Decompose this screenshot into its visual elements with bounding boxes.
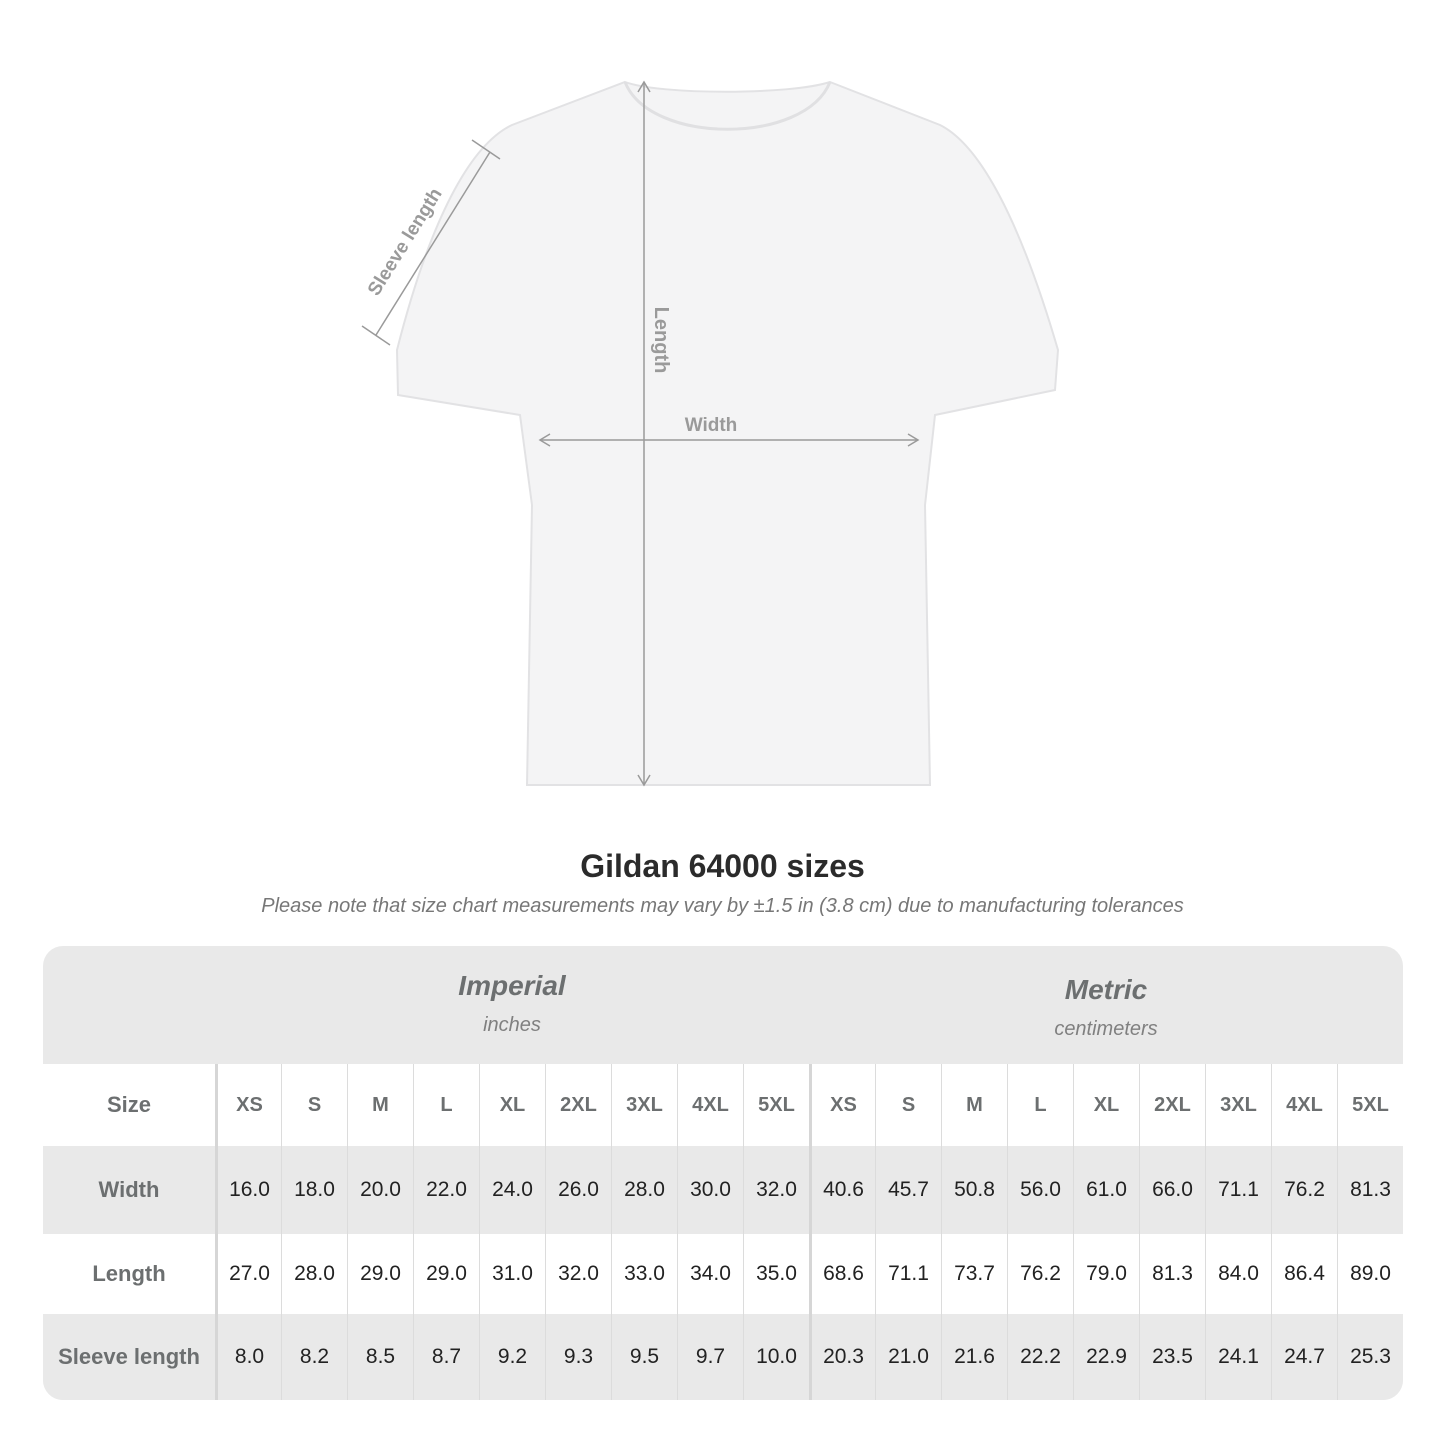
value-cell-metric: 21.6 <box>941 1314 1007 1400</box>
value-cell-imperial: 28.0 <box>611 1146 677 1234</box>
value-cell-imperial: 8.2 <box>281 1314 347 1400</box>
table-row: Width 16.0 18.0 20.0 22.0 24.0 26.0 28.0 30.0 32.… <box>43 1146 1403 1234</box>
size-header-metric-2xl: 2XL <box>1139 1064 1205 1146</box>
value-cell-metric: 81.3 <box>1337 1146 1403 1234</box>
size-header-imperial-xs: XS <box>215 1064 281 1146</box>
tolerance-note: Please note that size chart measurements… <box>261 895 1184 917</box>
size-header-metric-xs: XS <box>809 1064 875 1146</box>
value-cell-metric: 76.2 <box>1271 1146 1337 1234</box>
table-row: Length 27.0 28.0 29.0 29.0 31.0 32.0 33.0 34.0 35… <box>43 1234 1403 1314</box>
size-header-imperial-3xl: 3XL <box>611 1064 677 1146</box>
value-cell-imperial: 9.2 <box>479 1314 545 1400</box>
size-header-imperial-5xl: 5XL <box>743 1064 809 1146</box>
metric-header: Metric centimeters <box>809 946 1403 1092</box>
size-header-imperial-xl: XL <box>479 1064 545 1146</box>
page-title: Gildan 64000 sizes <box>580 848 865 884</box>
value-cell-imperial: 8.5 <box>347 1314 413 1400</box>
value-cell-metric: 81.3 <box>1139 1234 1205 1314</box>
row-label: Width <box>98 1177 160 1202</box>
size-header-imperial-4xl: 4XL <box>677 1064 743 1146</box>
measurement-lines <box>361 80 920 787</box>
size-header-imperial-2xl: 2XL <box>545 1064 611 1146</box>
value-cell-imperial: 29.0 <box>413 1234 479 1314</box>
value-cell-metric: 45.7 <box>875 1146 941 1234</box>
size-header-metric-l: L <box>1007 1064 1073 1146</box>
tshirt-diagram: Length Width Sleeve length <box>361 80 1060 787</box>
value-cell-imperial: 30.0 <box>677 1146 743 1234</box>
imperial-header: Imperial inches <box>215 946 809 1088</box>
value-cell-imperial: 34.0 <box>677 1234 743 1314</box>
size-label: Size <box>106 1092 152 1117</box>
value-cell-imperial: 32.0 <box>545 1234 611 1314</box>
value-cell-metric: 86.4 <box>1271 1234 1337 1314</box>
imperial-title: Imperial <box>458 970 566 1001</box>
size-header-metric-s: S <box>875 1064 941 1146</box>
value-cell-metric: 24.1 <box>1205 1314 1271 1400</box>
imperial-unit: inches <box>483 1014 541 1036</box>
value-cell-imperial: 18.0 <box>281 1146 347 1234</box>
size-header-imperial-s: S <box>281 1064 347 1146</box>
value-cell-imperial: 16.0 <box>215 1146 281 1234</box>
value-cell-metric: 68.6 <box>809 1234 875 1314</box>
value-cell-metric: 56.0 <box>1007 1146 1073 1234</box>
value-cell-metric: 50.8 <box>941 1146 1007 1234</box>
value-cell-imperial: 35.0 <box>743 1234 809 1314</box>
value-cell-metric: 23.5 <box>1139 1314 1205 1400</box>
value-cell-imperial: 26.0 <box>545 1146 611 1234</box>
value-cell-metric: 24.7 <box>1271 1314 1337 1400</box>
value-cell-imperial: 33.0 <box>611 1234 677 1314</box>
value-cell-imperial: 9.7 <box>677 1314 743 1400</box>
value-cell-imperial: 31.0 <box>479 1234 545 1314</box>
row-label: Sleeve length <box>58 1344 200 1369</box>
value-cell-imperial: 9.5 <box>611 1314 677 1400</box>
size-header-metric-5xl: 5XL <box>1337 1064 1403 1146</box>
size-table: Imperial inches Metric centimeters Size … <box>43 946 1403 1400</box>
value-cell-imperial: 27.0 <box>215 1234 281 1314</box>
value-cell-metric: 22.2 <box>1007 1314 1073 1400</box>
length-label: Length <box>650 307 672 374</box>
value-cell-imperial: 32.0 <box>743 1146 809 1234</box>
value-cell-metric: 61.0 <box>1073 1146 1139 1234</box>
size-header-metric-3xl: 3XL <box>1205 1064 1271 1146</box>
value-cell-metric: 84.0 <box>1205 1234 1271 1314</box>
value-cell-imperial: 29.0 <box>347 1234 413 1314</box>
value-cell-imperial: 10.0 <box>743 1314 809 1400</box>
value-cell-metric: 22.9 <box>1073 1314 1139 1400</box>
size-header-metric-xl: XL <box>1073 1064 1139 1146</box>
value-cell-metric: 73.7 <box>941 1234 1007 1314</box>
size-header-imperial-l: L <box>413 1064 479 1146</box>
value-cell-imperial: 8.0 <box>215 1314 281 1400</box>
value-cell-metric: 71.1 <box>875 1234 941 1314</box>
value-cell-metric: 89.0 <box>1337 1234 1403 1314</box>
value-cell-imperial: 20.0 <box>347 1146 413 1234</box>
value-cell-imperial: 24.0 <box>479 1146 545 1234</box>
value-cell-imperial: 22.0 <box>413 1146 479 1234</box>
value-cell-metric: 79.0 <box>1073 1234 1139 1314</box>
sleeve-line <box>375 151 491 336</box>
value-cell-metric: 20.3 <box>809 1314 875 1400</box>
value-cell-imperial: 8.7 <box>413 1314 479 1400</box>
size-header-imperial-m: M <box>347 1064 413 1146</box>
width-label: Width <box>685 415 738 436</box>
value-cell-metric: 25.3 <box>1337 1314 1403 1400</box>
table-row: Sleeve length 8.0 8.2 8.5 8.7 9.2 9.3 9.5 9.7 10.… <box>43 1314 1403 1400</box>
value-cell-metric: 40.6 <box>809 1146 875 1234</box>
value-cell-metric: 76.2 <box>1007 1234 1073 1314</box>
tshirt-image <box>395 80 1060 786</box>
value-cell-imperial: 28.0 <box>281 1234 347 1314</box>
value-cell-metric: 21.0 <box>875 1314 941 1400</box>
row-label: Length <box>92 1261 166 1286</box>
metric-unit: centimeters <box>1054 1018 1158 1040</box>
metric-title: Metric <box>1064 974 1148 1005</box>
value-cell-metric: 66.0 <box>1139 1146 1205 1234</box>
size-header-metric-m: M <box>941 1064 1007 1146</box>
value-cell-metric: 71.1 <box>1205 1146 1271 1234</box>
value-cell-imperial: 9.3 <box>545 1314 611 1400</box>
size-row: Size XS S M L XL 2XL 3XL 4XL 5XL XS S M L XL 2XL 3XL 4XL… <box>43 1064 1403 1146</box>
size-header-metric-4xl: 4XL <box>1271 1064 1337 1146</box>
